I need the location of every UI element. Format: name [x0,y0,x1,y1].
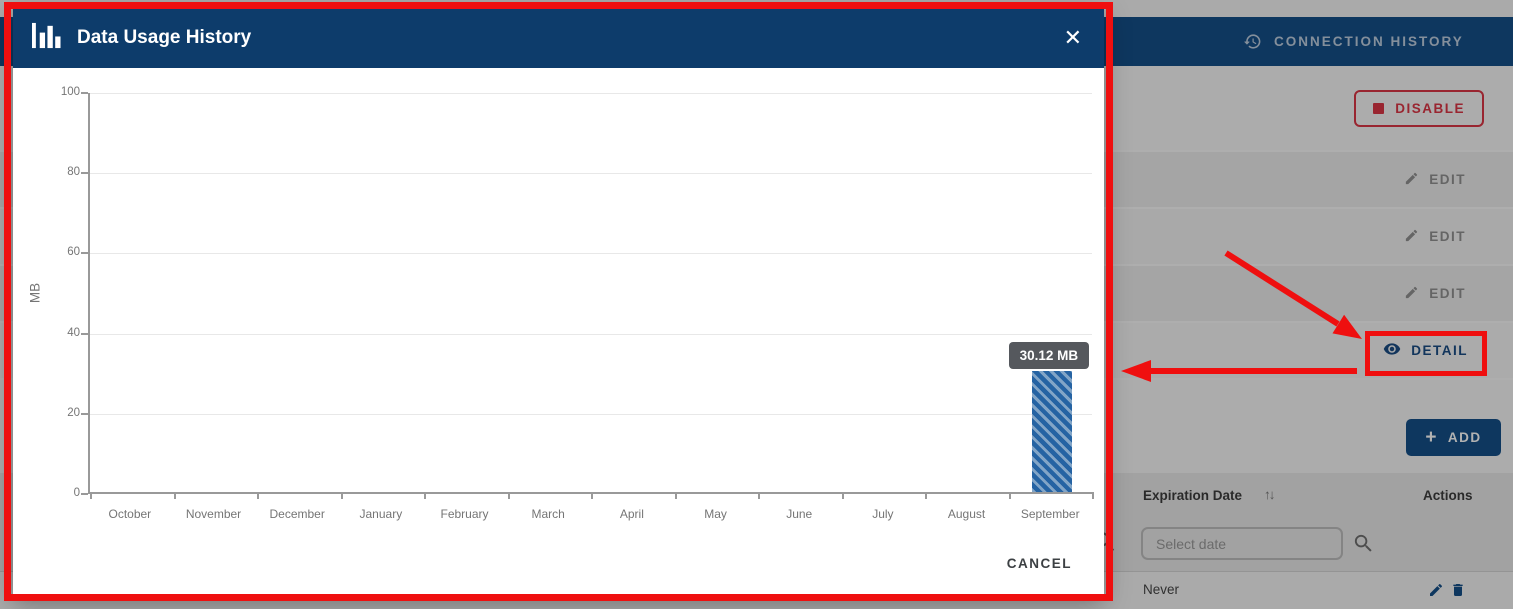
add-button[interactable]: + ADD [1406,419,1501,456]
edit-label: EDIT [1429,172,1466,187]
x-tick-mark [424,492,426,499]
search-icon[interactable] [1352,532,1375,560]
cancel-button[interactable]: CANCEL [1001,555,1078,572]
disable-button[interactable]: DISABLE [1354,89,1484,127]
month-label: February [440,507,489,521]
x-tick-mark [841,492,844,499]
y-tick-mark [81,92,88,94]
bar-chart-icon [31,21,62,55]
plot-area: MB 0 20 40 60 80 100 30.12 MB [28,86,1094,499]
month-label: May [704,507,727,521]
gridline [90,413,1092,415]
pencil-icon [1404,228,1419,246]
sort-arrows-icon[interactable]: ↑↓ [1264,487,1275,502]
edit-button[interactable]: EDIT [1398,284,1472,304]
y-tick-mark [81,172,88,175]
x-tick-mark [758,492,760,499]
usage-bar[interactable]: 30.12 MB [1008,342,1090,492]
edit-label: EDIT [1429,229,1466,244]
edit-button[interactable]: EDIT [1398,170,1472,190]
edit-label: EDIT [1429,286,1466,301]
y-axis-label: MB [27,282,43,303]
detail-label: DETAIL [1411,343,1468,358]
gridline [90,333,1092,335]
month-label: June [786,507,813,521]
month-label: March [531,507,565,521]
y-tick-mark [81,332,88,335]
x-tick-mark [925,492,927,499]
row-delete-trash-icon[interactable] [1450,582,1466,603]
month-label: April [619,507,644,521]
month-label: October [108,507,152,521]
y-tick-mark [81,412,88,415]
eye-icon [1383,340,1401,361]
x-tick-mark [591,492,593,499]
gridline [90,253,1092,255]
month-label: January [359,507,403,521]
add-label: ADD [1447,430,1482,445]
bar-tooltip: 30.12 MB [1008,342,1090,370]
pencil-icon [1404,171,1419,189]
disable-label: DISABLE [1395,100,1465,116]
y-tick-label: 20 [67,406,80,419]
y-tick-label: 40 [67,326,80,339]
modal-title: Data Usage History [77,27,252,48]
close-icon[interactable]: ✕ [1058,25,1088,51]
expiration-cell: Never [1143,582,1180,597]
edit-button[interactable]: EDIT [1398,227,1472,247]
row-edit-pencil-icon[interactable] [1428,582,1444,603]
gridline [90,93,1092,94]
y-tick-mark [81,252,88,255]
x-tick-mark [257,492,259,499]
month-label: November [185,507,242,521]
y-tick-label: 100 [60,86,80,98]
column-header-actions: Actions [1423,488,1473,503]
stop-square-icon [1373,102,1385,114]
y-tick-label: 60 [67,246,80,259]
pencil-icon [1404,285,1419,303]
x-axis-labels: October November December January February Ma… [88,507,1092,521]
tab-label: CONNECTION HISTORY [1274,34,1464,49]
y-tick-label: 0 [73,487,80,499]
select-date-input[interactable] [1141,527,1343,560]
month-label: July [872,507,894,521]
y-tick-mark [81,493,88,495]
x-tick-mark [674,492,677,499]
month-label: September [1020,507,1080,521]
gridline [90,173,1092,175]
x-tick-mark [1008,492,1011,499]
x-tick-mark [90,492,92,499]
tab-connection-history[interactable]: CONNECTION HISTORY [1243,17,1464,66]
month-label: December [269,507,325,521]
plus-icon: + [1425,427,1438,448]
x-tick-mark [340,492,343,499]
month-label: August [947,507,986,521]
x-tick-mark [173,492,176,499]
data-usage-history-modal: Data Usage History ✕ MB 0 20 40 60 80 100 30.1… [13,8,1104,597]
column-header-expiration-date: Expiration Date [1143,488,1243,503]
x-tick-mark [507,492,510,499]
history-clock-icon [1243,32,1262,51]
x-tick-mark [1092,492,1094,499]
modal-header: Data Usage History ✕ [13,8,1104,68]
y-tick-label: 80 [67,166,80,179]
detail-button[interactable]: DETAIL [1377,339,1474,362]
